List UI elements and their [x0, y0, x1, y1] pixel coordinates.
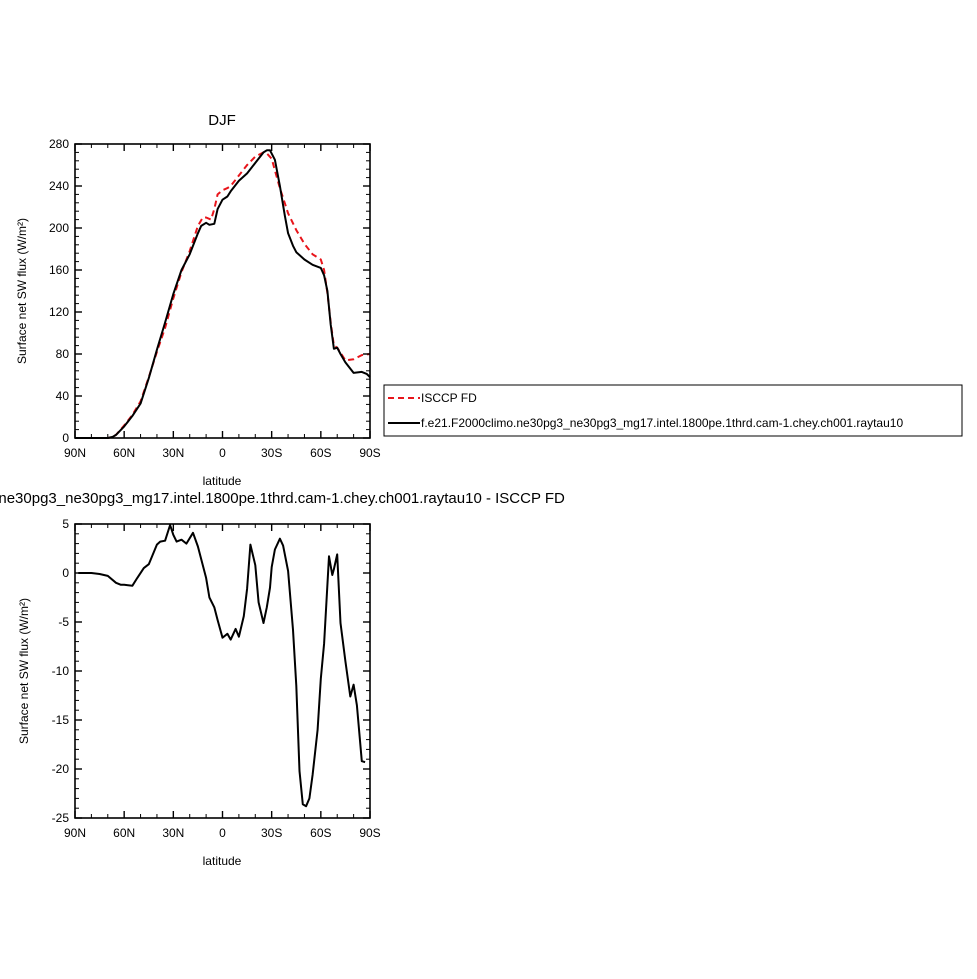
top-y-tick-label: 200 — [49, 221, 69, 235]
top-x-tick-label: 60N — [113, 446, 135, 460]
bottom-y-tick-label: -25 — [52, 811, 70, 825]
bottom-y-tick-label: -10 — [52, 664, 70, 678]
top-x-tick-label: 90N — [64, 446, 86, 460]
bottom-y-tick-label: -5 — [58, 615, 69, 629]
bottom-series-line-0 — [78, 524, 366, 808]
top-x-tick-label: 30N — [162, 446, 184, 460]
bottom-y-axis-label: Surface net SW flux (W/m²) — [17, 598, 31, 744]
top-y-tick-label: 280 — [49, 137, 69, 151]
top-series-line-0 — [75, 151, 371, 439]
bottom-x-tick-label: 90S — [359, 826, 380, 840]
bottom-chart-title: f.e21.F2000climo.ne30pg3_ne30pg3_mg17.in… — [0, 490, 565, 507]
top-chart-title: DJF — [208, 112, 236, 129]
bottom-y-tick-label: 0 — [62, 566, 69, 580]
top-plot-frame — [74, 143, 371, 439]
top-y-axis-label: Surface net SW flux (W/m²) — [15, 218, 29, 364]
top-y-tick-label: 0 — [62, 431, 69, 445]
top-y-tick-label: 240 — [49, 179, 69, 193]
top-x-tick-label: 60S — [310, 446, 331, 460]
legend-entry-model: f.e21.F2000climo.ne30pg3_ne30pg3_mg17.in… — [421, 416, 903, 430]
top-y-tick-label: 120 — [49, 305, 69, 319]
legend-entry-isccp: ISCCP FD — [421, 391, 477, 405]
legend: ISCCP FD f.e21.F2000climo.ne30pg3_ne30pg… — [383, 384, 963, 437]
top-x-tick-label: 30S — [261, 446, 282, 460]
bottom-y-tick-label: -15 — [52, 713, 70, 727]
top-y-tick-label: 40 — [56, 389, 70, 403]
top-x-axis-label: latitude — [203, 474, 242, 488]
bottom-x-tick-label: 90N — [64, 826, 86, 840]
bottom-x-tick-label: 30S — [261, 826, 282, 840]
top-x-tick-label: 90S — [359, 446, 380, 460]
top-series-line-1 — [75, 149, 371, 439]
legend-box — [383, 384, 963, 437]
bottom-y-tick-label: 5 — [62, 517, 69, 531]
bottom-panel: f.e21.F2000climo.ne30pg3_ne30pg3_mg17.in… — [0, 490, 565, 868]
top-x-tick-label: 0 — [219, 446, 226, 460]
bottom-x-tick-label: 60S — [310, 826, 331, 840]
bottom-x-tick-label: 0 — [219, 826, 226, 840]
top-y-tick-label: 160 — [49, 263, 69, 277]
bottom-plot-frame — [74, 523, 371, 819]
bottom-x-tick-label: 60N — [113, 826, 135, 840]
top-panel: DJF 90N 60N 30N 0 30S 60S 90S 0 40 80 120 160 200 240… — [15, 112, 381, 488]
bottom-x-axis-label: latitude — [203, 854, 242, 868]
bottom-x-tick-label: 30N — [162, 826, 184, 840]
top-y-tick-label: 80 — [56, 347, 70, 361]
bottom-y-tick-label: -20 — [52, 762, 70, 776]
